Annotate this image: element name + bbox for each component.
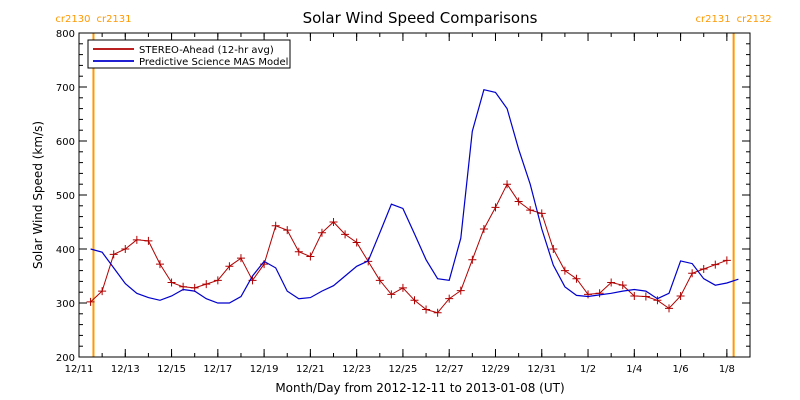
- stereo-data-point: [526, 206, 535, 215]
- stereo-data-point: [537, 209, 546, 218]
- model-series-line: [90, 88, 739, 304]
- y-tick-label: 700: [56, 83, 75, 94]
- stereo-data-point: [699, 264, 708, 273]
- stereo-data-point: [688, 269, 697, 278]
- stereo-data-point: [711, 260, 720, 269]
- stereo-data-point: [560, 266, 569, 275]
- stereo-data-point: [607, 278, 616, 287]
- stereo-data-point: [98, 287, 107, 296]
- axis-ticks: 200 300 400 500 600 700 800 12/11 12/13 12/15 12/1…: [56, 29, 751, 375]
- y-tick-label: 600: [56, 137, 75, 148]
- stereo-data-point: [456, 286, 465, 295]
- stereo-data-point: [109, 250, 118, 259]
- carrington-label: cr2131: [696, 14, 731, 25]
- y-tick-label: 300: [56, 299, 75, 310]
- x-tick-label: 1/8: [719, 364, 735, 375]
- stereo-data-point: [491, 203, 500, 212]
- stereo-data-point: [387, 290, 396, 299]
- legend-box: [87, 39, 291, 69]
- stereo-data-point: [479, 225, 488, 234]
- stereo-data-point: [676, 291, 685, 300]
- stereo-data-point: [317, 228, 326, 237]
- stereo-data-point: [422, 305, 431, 314]
- x-tick-label: 12/31: [527, 364, 556, 375]
- x-tick-label: 1/6: [673, 364, 689, 375]
- x-tick-label: 12/19: [250, 364, 279, 375]
- stereo-data-point: [514, 197, 523, 206]
- stereo-data-point: [398, 283, 407, 292]
- stereo-data-point: [271, 221, 280, 230]
- x-tick-label: 12/29: [481, 364, 510, 375]
- x-tick-label: 1/4: [626, 364, 642, 375]
- series-layer: [86, 88, 739, 317]
- x-tick-label: 12/21: [296, 364, 325, 375]
- y-tick-label: 400: [56, 245, 75, 256]
- legend-entry: Predictive Science MAS Model: [139, 57, 288, 68]
- stereo-data-point: [341, 230, 350, 239]
- stereo-data-point: [572, 274, 581, 283]
- x-axis-label: Month/Day from 2012-12-11 to 2013-01-08 …: [275, 381, 564, 395]
- carrington-label: cr2132: [737, 14, 772, 25]
- x-tick-label: 12/15: [157, 364, 186, 375]
- stereo-data-point: [468, 255, 477, 264]
- stereo-data-point: [549, 245, 558, 253]
- stereo-data-point: [722, 256, 731, 265]
- stereo-data-point: [375, 276, 384, 285]
- stereo-data-point: [630, 291, 639, 300]
- stereo-data-point: [410, 296, 419, 305]
- stereo-data-point: [213, 276, 222, 285]
- stereo-data-point: [329, 218, 338, 226]
- legend: STEREO-Ahead (12-hr avg)Predictive Scien…: [87, 39, 291, 69]
- x-tick-label: 1/2: [580, 364, 596, 375]
- stereo-data-point: [121, 245, 130, 253]
- x-tick-label: 12/17: [203, 364, 232, 375]
- x-tick-label: 12/27: [435, 364, 464, 375]
- y-axis-label: Solar Wind Speed (km/s): [31, 121, 45, 269]
- stereo-data-point: [294, 247, 303, 256]
- x-tick-label: 12/11: [65, 364, 94, 375]
- stereo-data-point: [225, 262, 234, 271]
- stereo-series-line: [90, 183, 728, 314]
- y-tick-label: 800: [56, 29, 75, 40]
- stereo-data-point: [584, 290, 593, 299]
- stereo-data-point: [618, 281, 627, 290]
- legend-entry: STEREO-Ahead (12-hr avg): [139, 45, 274, 56]
- stereo-data-point: [167, 278, 176, 287]
- stereo-data-point: [306, 252, 315, 261]
- y-tick-label: 200: [56, 353, 75, 364]
- stereo-data-point: [665, 304, 674, 313]
- stereo-data-point: [433, 308, 442, 317]
- stereo-data-point: [144, 236, 153, 245]
- carrington-boundaries: cr2130 cr2131 cr2131 cr2132: [55, 14, 772, 357]
- stereo-data-point: [503, 180, 512, 189]
- stereo-data-point: [352, 238, 361, 247]
- x-tick-label: 12/25: [389, 364, 418, 375]
- x-tick-label: 12/23: [342, 364, 371, 375]
- chart-title: Solar Wind Speed Comparisons: [303, 9, 538, 27]
- stereo-data-point: [202, 280, 211, 289]
- stereo-data-point: [641, 292, 650, 301]
- stereo-data-point: [283, 226, 292, 235]
- plot-frame: [78, 32, 751, 358]
- stereo-data-point: [236, 254, 245, 263]
- carrington-label: cr2131: [96, 14, 131, 25]
- stereo-data-point: [595, 289, 604, 298]
- stereo-data-point: [445, 294, 454, 303]
- stereo-data-point: [155, 260, 164, 269]
- stereo-data-point: [132, 235, 141, 244]
- y-tick-label: 500: [56, 191, 75, 202]
- carrington-label: cr2130: [55, 14, 90, 25]
- x-tick-label: 12/13: [111, 364, 140, 375]
- stereo-data-point: [86, 297, 95, 306]
- stereo-data-point: [653, 296, 662, 305]
